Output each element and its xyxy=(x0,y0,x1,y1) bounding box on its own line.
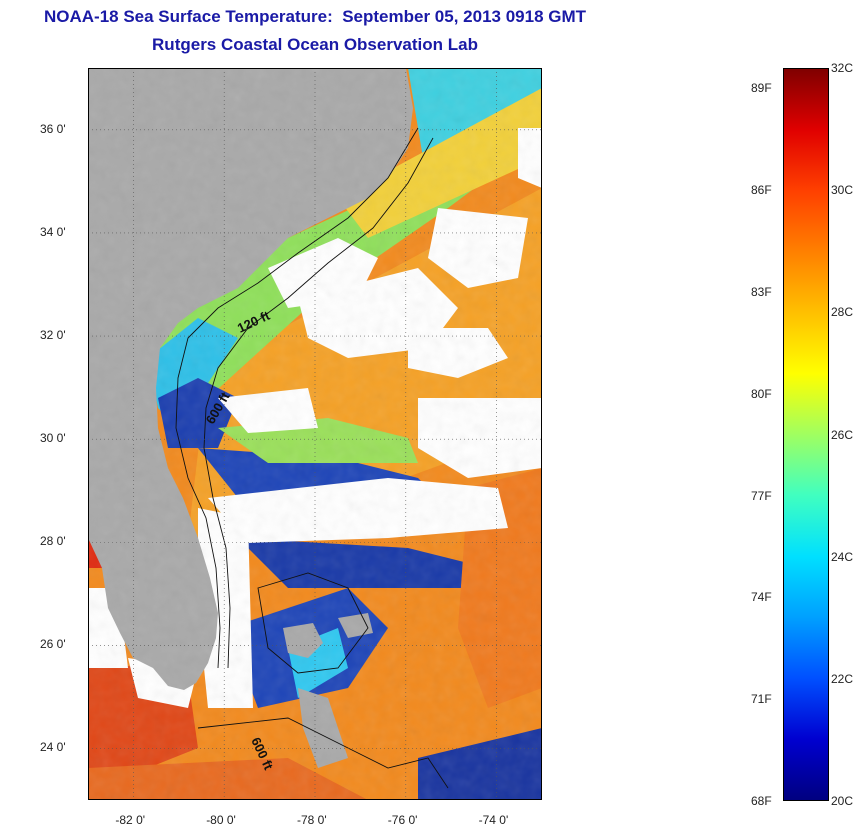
latitude-tick-label: 24 0' xyxy=(40,740,66,755)
longitude-tick-label: -74 0' xyxy=(478,813,509,827)
bathymetry-contours xyxy=(175,127,449,789)
colorbar-fahrenheit-label: 83F xyxy=(751,284,772,299)
texture-overlay xyxy=(88,68,542,800)
map-title: NOAA-18 Sea Surface Temperature: Septemb… xyxy=(43,7,587,26)
latitude-tick-label: 36 0' xyxy=(40,121,66,136)
temperature-colorbar xyxy=(783,68,829,801)
map-subtitle: Rutgers Coastal Ocean Observation Lab xyxy=(152,35,478,54)
longitude-tick-label: -82 0' xyxy=(115,813,146,827)
colorbar-fahrenheit-label: 89F xyxy=(751,81,772,96)
colorbar-celsius-label: 30C xyxy=(831,183,854,198)
colorbar-fahrenheit-label: 74F xyxy=(751,590,772,605)
colorbar-celsius-label: 24C xyxy=(831,549,854,564)
contour-120ft xyxy=(175,127,419,669)
latitude-tick-label: 28 0' xyxy=(40,534,66,549)
latitude-tick-label: 30 0' xyxy=(40,431,66,446)
contour-600ft xyxy=(203,137,434,669)
colorbar-fahrenheit-label: 77F xyxy=(751,488,772,503)
latitude-tick-label: 34 0' xyxy=(40,224,66,239)
longitude-tick-label: -80 0' xyxy=(206,813,236,827)
latitude-tick-label: 26 0' xyxy=(40,637,66,652)
map-border xyxy=(88,68,542,800)
longitude-tick-label: -78 0' xyxy=(297,813,327,827)
colorbar-celsius-label: 32C xyxy=(831,61,854,75)
colorbar-celsius-label: 28C xyxy=(831,305,854,320)
colorbar-fahrenheit-label: 86F xyxy=(751,183,772,198)
colorbar-celsius-label: 20C xyxy=(831,794,854,808)
contour-bahamas xyxy=(257,572,369,674)
latitude-tick-label: 32 0' xyxy=(40,328,66,343)
colorbar-celsius-label: 22C xyxy=(831,671,854,686)
colorbar-celsius-label: 26C xyxy=(831,427,854,442)
colorbar-fahrenheit-label: 80F xyxy=(751,386,772,401)
colorbar-fahrenheit-label: 71F xyxy=(751,692,772,707)
longitude-tick-label: -76 0' xyxy=(387,813,418,827)
sst-map: 120 ft 600 ft 600 ft xyxy=(88,68,542,800)
contour-south xyxy=(197,717,449,789)
colorbar-fahrenheit-label: 68F xyxy=(751,794,772,808)
